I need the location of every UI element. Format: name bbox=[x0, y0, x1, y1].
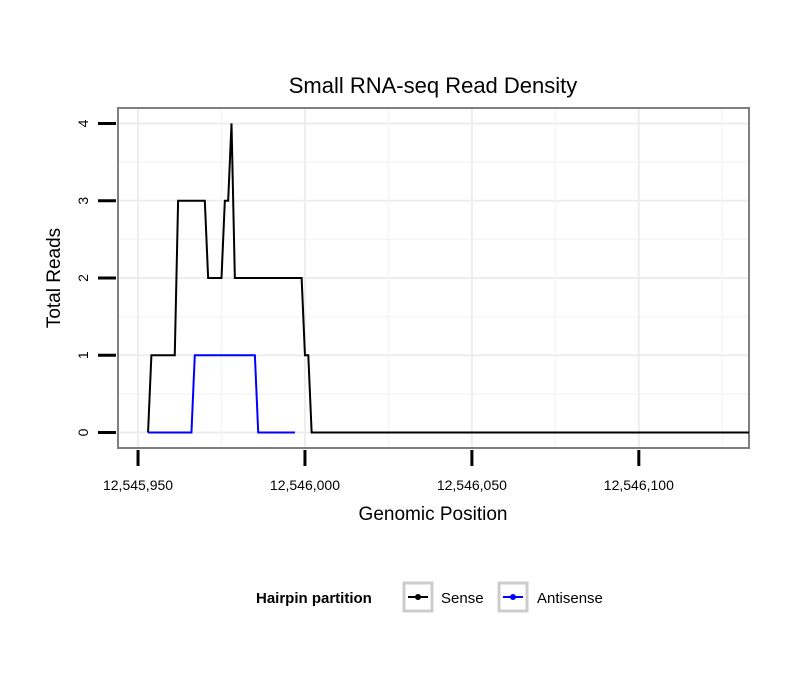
legend-key-point-sense bbox=[415, 594, 421, 600]
legend-label-antisense: Antisense bbox=[537, 590, 603, 607]
series-line-sense bbox=[147, 123, 749, 434]
legend-item-sense: Sense bbox=[402, 581, 484, 613]
legend-title: Hairpin partition bbox=[256, 590, 372, 607]
plot-panel-border bbox=[117, 107, 750, 449]
legend-label-sense: Sense bbox=[441, 590, 484, 607]
series-layer bbox=[147, 123, 749, 434]
x-axis-ticks: 12,545,950 12,546,000 12,546,050 12,546,100 bbox=[103, 450, 674, 493]
y-axis-label: Total Reads bbox=[44, 228, 65, 328]
y-tick-label: 1 bbox=[75, 351, 91, 359]
legend-item-antisense: Antisense bbox=[497, 581, 603, 613]
legend-key-point-antisense bbox=[510, 594, 516, 600]
x-axis-label: Genomic Position bbox=[359, 504, 508, 525]
chart-title: Small RNA-seq Read Density bbox=[289, 73, 578, 98]
x-tick-label: 12,546,050 bbox=[437, 477, 507, 493]
series-line-antisense bbox=[148, 354, 295, 434]
y-axis-ticks: 0 1 2 3 4 bbox=[75, 119, 116, 436]
y-tick-label: 3 bbox=[75, 197, 91, 205]
legend: Hairpin partition Sense Antisense bbox=[256, 581, 603, 613]
y-tick-label: 0 bbox=[75, 428, 91, 436]
x-tick-label: 12,546,000 bbox=[270, 477, 340, 493]
y-tick-label: 4 bbox=[75, 119, 91, 127]
x-tick-label: 12,545,950 bbox=[103, 477, 173, 493]
x-tick-label: 12,546,100 bbox=[604, 477, 674, 493]
y-tick-label: 2 bbox=[75, 274, 91, 282]
